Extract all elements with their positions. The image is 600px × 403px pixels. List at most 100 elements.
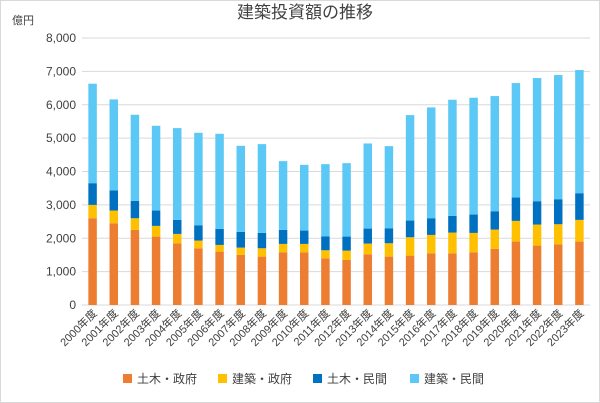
- bar-segment: [88, 183, 97, 205]
- bar-segment: [575, 193, 584, 220]
- bar-segment: [278, 229, 288, 244]
- bar-segment: [448, 99, 457, 216]
- legend-swatch: [123, 374, 132, 383]
- bar-segment: [109, 190, 118, 211]
- bar-segment: [490, 211, 499, 230]
- bar-segment: [511, 241, 521, 305]
- bar-segment: [151, 236, 161, 305]
- bar-segment: [321, 250, 330, 259]
- bar-segment: [278, 161, 288, 230]
- bar-segment: [236, 254, 245, 305]
- bar-segment: [448, 253, 457, 305]
- bar-segment: [363, 228, 372, 244]
- bar-segment: [427, 218, 436, 235]
- bar-segment: [194, 248, 203, 305]
- bar-segment: [448, 232, 457, 254]
- bar-segment: [173, 219, 182, 234]
- bar-segment: [151, 125, 161, 211]
- x-axis-ticks: 2000年度2001年度2002年度2003年度2004年度2005年度2006…: [57, 306, 587, 349]
- bar-segment: [405, 237, 415, 256]
- bar-segment: [321, 236, 330, 251]
- bar-segment: [469, 214, 478, 233]
- bar-segment: [554, 75, 563, 200]
- bar-segment: [469, 97, 478, 215]
- bar-segment: [194, 240, 203, 249]
- bar-segment: [194, 225, 203, 241]
- bar-segment: [511, 83, 521, 198]
- bar-segment: [88, 218, 97, 305]
- y-tick-label: 4,000: [46, 165, 76, 179]
- bar-segment: [130, 114, 140, 201]
- y-tick-label: 8,000: [46, 31, 76, 45]
- chart-title: 建築投資額の推移: [237, 3, 373, 23]
- bar-segment: [151, 225, 161, 237]
- bar-segment: [173, 128, 182, 220]
- bar-segment: [342, 163, 351, 237]
- bar-segment: [342, 259, 351, 305]
- bar-segment: [427, 253, 436, 305]
- bar-segment: [321, 258, 330, 305]
- bars: [88, 70, 584, 305]
- bar-segment: [384, 256, 394, 305]
- bar-segment: [532, 224, 542, 246]
- bar-segment: [300, 164, 309, 231]
- bar-segment: [88, 204, 97, 219]
- bar-segment: [88, 83, 97, 184]
- bar-segment: [384, 243, 394, 257]
- bar-segment: [363, 254, 372, 305]
- bar-segment: [342, 250, 351, 260]
- bar-segment: [469, 232, 478, 253]
- bar-segment: [236, 231, 245, 248]
- y-unit-label: 億円: [12, 14, 34, 27]
- y-tick-label: 2,000: [46, 231, 76, 245]
- bar-segment: [257, 232, 267, 249]
- bar-segment: [130, 218, 140, 230]
- bar-segment: [490, 96, 499, 212]
- y-tick-label: 3,000: [46, 198, 76, 212]
- bar-segment: [257, 256, 267, 305]
- bar-segment: [236, 145, 245, 232]
- bar-segment: [405, 115, 415, 221]
- legend-label: 建築・民間: [424, 371, 484, 386]
- bar-segment: [363, 243, 372, 255]
- bar-segment: [532, 78, 542, 202]
- bar-segment: [109, 210, 118, 224]
- bar-segment: [427, 234, 436, 254]
- bar-segment: [173, 233, 182, 244]
- bar-segment: [575, 241, 584, 305]
- bar-segment: [194, 132, 203, 226]
- bar-segment: [130, 200, 140, 219]
- bar-segment: [173, 243, 182, 305]
- bar-segment: [384, 146, 394, 229]
- bar-segment: [490, 229, 499, 249]
- y-tick-label: 0: [69, 298, 76, 312]
- bar-segment: [278, 243, 288, 253]
- y-tick-label: 6,000: [46, 98, 76, 112]
- bar-segment: [109, 223, 118, 305]
- bar-segment: [278, 252, 288, 305]
- legend-swatch: [313, 374, 322, 383]
- bar-segment: [130, 229, 140, 305]
- bar-segment: [363, 143, 372, 229]
- bar-segment: [575, 219, 584, 242]
- bar-segment: [257, 248, 267, 257]
- y-axis-ticks: 0 1,000 2,000 3,000 4,000 5,000 6,000 7,000 8,00…: [46, 31, 76, 312]
- gridlines: [82, 37, 590, 306]
- bar-segment: [384, 228, 394, 244]
- bar-segment: [342, 236, 351, 251]
- bar-segment: [405, 255, 415, 305]
- bar-segment: [236, 247, 245, 255]
- bar-segment: [511, 197, 521, 221]
- bar-segment: [427, 107, 436, 219]
- bar-segment: [554, 244, 563, 305]
- y-tick-label: 5,000: [46, 131, 76, 145]
- bar-segment: [321, 164, 330, 237]
- bar-segment: [257, 144, 267, 233]
- y-tick-label: 1,000: [46, 265, 76, 279]
- bar-segment: [554, 199, 563, 225]
- bar-segment: [215, 228, 224, 245]
- bar-segment: [151, 210, 161, 226]
- bar-segment: [532, 201, 542, 225]
